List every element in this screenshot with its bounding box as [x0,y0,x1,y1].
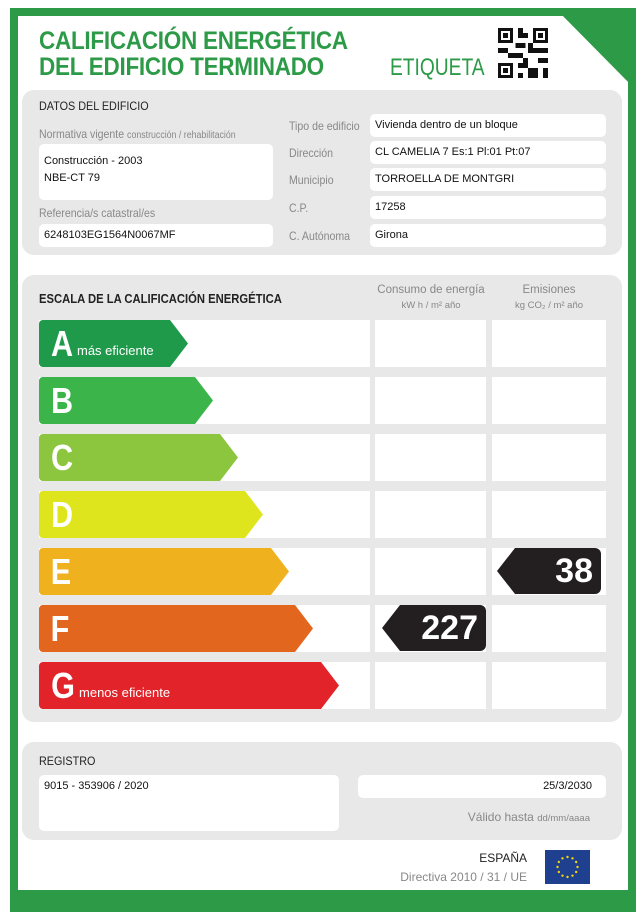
valid-until-label: Válido hasta dd/mm/aaaa [467,810,590,824]
country-label: ESPAÑA [479,851,527,865]
field-label: Municipio [289,173,334,187]
energy-column-header: Consumo de energía kW h / m² año [377,284,485,311]
class-letter: F [50,607,70,649]
emissions-column-header: Emisiones kg CO₂ / m² año [514,284,584,311]
energy-cell-D [375,491,486,538]
field-label: C.P. [289,201,309,215]
emissions-cell-F [492,605,606,652]
field-value: Vivienda dentro de un bloque [370,114,606,137]
normativa-label: Normativa vigente construcción / rehabil… [39,127,236,141]
registry-title: REGISTRO [39,754,96,768]
catastral-field: 6248103EG1564N0067MF [39,224,273,247]
eu-flag-icon [545,850,590,884]
emissions-cell-D [492,491,606,538]
normativa-line2: NBE-CT 79 [44,172,101,184]
scale-title: ESCALA DE LA CALIFICACIÓN ENERGÉTICA [39,292,282,306]
class-letter: A [50,322,74,364]
class-letter: C [50,436,74,478]
energy-cell-C [375,434,486,481]
field-value: TORROELLA DE MONTGRI [370,168,606,191]
normativa-line1: Construcción - 2003 [44,155,143,167]
emissions-cell-G [492,662,606,709]
emissions-cell-B [492,377,606,424]
title-line2: DEL EDIFICIO TERMINADO [39,53,324,81]
energy-rating-tag: 227 [382,605,486,651]
etiqueta-label: ETIQUETA [390,54,485,81]
class-letter: E [50,550,72,592]
class-sublabel: menos eficiente [79,685,171,700]
qr-code-icon [498,28,548,78]
registry-number-field: 9015 - 353906 / 2020 [39,775,339,831]
catastral-label: Referencia/s catastral/es [39,206,156,220]
class-bar-C: C [39,434,238,481]
field-label: Tipo de edificio [289,119,360,133]
class-letter: B [50,379,74,421]
emissions-cell-C [492,434,606,481]
field-value: Girona [370,224,606,247]
energy-cell-A [375,320,486,367]
energy-cell-G [375,662,486,709]
normativa-field: Construcción - 2003 NBE-CT 79 [39,144,273,200]
title-line1: CALIFICACIÓN ENERGÉTICA [39,27,348,55]
directive-label: Directiva 2010 / 31 / UE [400,870,527,884]
energy-cell-B [375,377,486,424]
valid-until-field: 25/3/2030 [358,775,606,798]
class-bar-D: D [39,491,263,538]
class-bar-E: E [39,548,289,595]
class-letter: D [50,493,74,535]
class-letter: G [51,664,75,706]
field-label: Dirección [289,146,334,160]
class-bar-F: F [39,605,313,652]
field-label: C. Autónoma [289,229,351,243]
emissions-rating-tag: 38 [497,548,601,594]
class-bar-B: B [39,377,213,424]
energy-cell-E [375,548,486,595]
class-sublabel: más eficiente [77,343,154,358]
building-section-title: DATOS DEL EDIFICIO [39,99,149,113]
emissions-cell-A [492,320,606,367]
field-value: 17258 [370,196,606,219]
field-value: CL CAMELIA 7 Es:1 Pl:01 Pt:07 [370,141,606,164]
